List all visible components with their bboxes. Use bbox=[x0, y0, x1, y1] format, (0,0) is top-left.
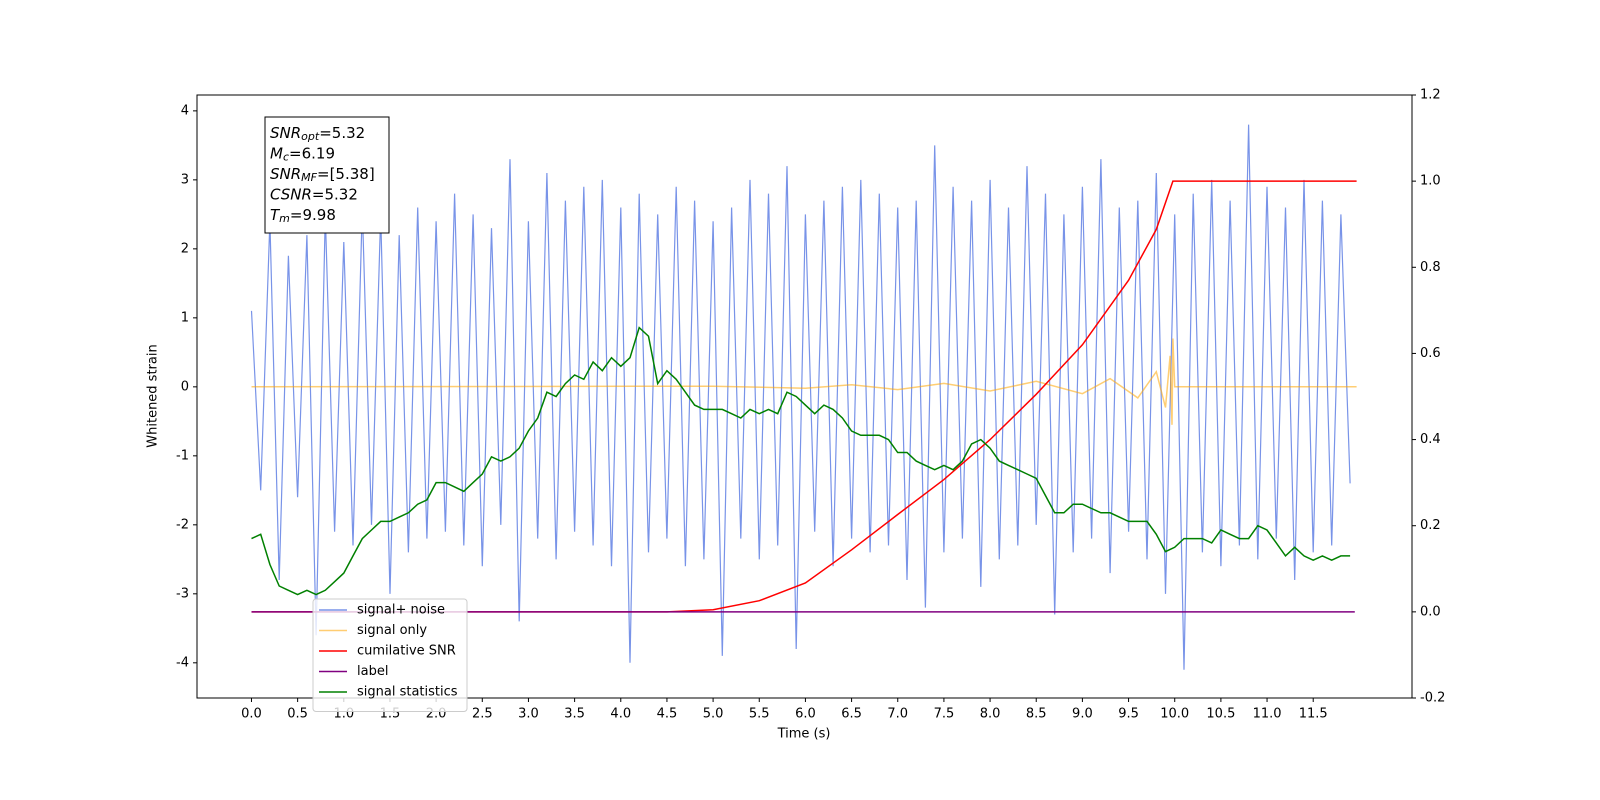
x-tick-label: 8.0 bbox=[980, 707, 1001, 722]
x-tick-label: 7.0 bbox=[887, 707, 908, 722]
y2-tick-label: 0.8 bbox=[1420, 260, 1441, 275]
annotation-box bbox=[264, 116, 390, 234]
x-tick-label: 11.0 bbox=[1253, 707, 1282, 722]
annotation-symbol: T bbox=[270, 206, 281, 224]
y2-tick-label: -0.2 bbox=[1420, 691, 1445, 706]
x-tick-label: 10.5 bbox=[1206, 707, 1235, 722]
x-tick-label: 2.5 bbox=[472, 707, 493, 722]
x-axis-label: Time (s) bbox=[777, 727, 831, 742]
y2-tick-label: 0.4 bbox=[1420, 432, 1441, 447]
x-tick-label: 10.0 bbox=[1160, 707, 1189, 722]
x-tick-label: 0.5 bbox=[287, 707, 308, 722]
x-tick-label: 8.5 bbox=[1026, 707, 1047, 722]
annotation-subscript: c bbox=[283, 151, 289, 164]
y-tick-label: 2 bbox=[181, 241, 189, 256]
x-tick-label: 9.5 bbox=[1118, 707, 1139, 722]
annotation-subscript: m bbox=[279, 212, 290, 225]
y-tick-label: 3 bbox=[181, 172, 189, 187]
legend-label: signal+ noise bbox=[357, 603, 445, 618]
annotation-value: =[5.38] bbox=[317, 165, 375, 183]
annotation-line: SNRopt=5.32 bbox=[270, 124, 365, 144]
x-tick-label: 9.0 bbox=[1072, 707, 1093, 722]
x-tick-label: 11.5 bbox=[1299, 707, 1328, 722]
x-tick-label: 5.0 bbox=[703, 707, 724, 722]
x-tick-label: 0.0 bbox=[241, 707, 262, 722]
x-tick-label: 4.5 bbox=[657, 707, 678, 722]
x-tick-label: 6.0 bbox=[795, 707, 816, 722]
legend-label: label bbox=[357, 664, 388, 679]
axes-frame bbox=[196, 94, 1413, 699]
annotation-subscript: MF bbox=[301, 171, 317, 184]
y2-tick-label: 1.0 bbox=[1420, 174, 1441, 189]
annotation-line: Mc=6.19 bbox=[270, 144, 335, 164]
series-line bbox=[251, 338, 1357, 425]
y-tick-label: -3 bbox=[176, 586, 189, 601]
legend-label: signal statistics bbox=[357, 685, 458, 700]
y-tick-label: 4 bbox=[181, 103, 189, 118]
series-line bbox=[250, 124, 1351, 670]
y2-tick-label: 1.2 bbox=[1420, 88, 1441, 103]
legend-label: signal only bbox=[357, 623, 427, 638]
annotation-subscript: opt bbox=[301, 130, 320, 143]
x-tick-label: 3.5 bbox=[564, 707, 585, 722]
series-line bbox=[251, 180, 1357, 613]
y-tick-label: -1 bbox=[176, 448, 189, 463]
annotation-value: =9.98 bbox=[290, 206, 336, 224]
y-tick-label: 0 bbox=[181, 379, 189, 394]
annotation-symbol: SNR bbox=[270, 165, 301, 183]
annotation-line: Tm=9.98 bbox=[270, 206, 336, 226]
legend-box bbox=[312, 598, 468, 712]
legend-label: cumilative SNR bbox=[357, 644, 456, 659]
y-tick-label: 1 bbox=[181, 310, 189, 325]
x-tick-label: 5.5 bbox=[749, 707, 770, 722]
annotation-symbol: CSNR bbox=[270, 185, 312, 203]
y2-tick-label: 0.0 bbox=[1420, 604, 1441, 619]
annotation-value: =6.19 bbox=[289, 144, 335, 162]
x-tick-label: 7.5 bbox=[934, 707, 955, 722]
annotation-line: CSNR=5.32 bbox=[270, 185, 358, 203]
series-line bbox=[251, 326, 1351, 596]
annotation-value: =5.32 bbox=[319, 124, 365, 142]
y-axis-label: Whitened strain bbox=[146, 344, 161, 447]
y2-tick-label: 0.2 bbox=[1420, 518, 1441, 533]
annotation-line: SNRMF=[5.38] bbox=[270, 165, 375, 185]
x-tick-label: 6.5 bbox=[841, 707, 862, 722]
annotation-symbol: SNR bbox=[270, 124, 301, 142]
y-tick-label: -2 bbox=[176, 517, 189, 532]
annotation-symbol: M bbox=[270, 144, 283, 162]
annotation-value: =5.32 bbox=[312, 185, 358, 203]
y2-tick-label: 0.6 bbox=[1420, 346, 1441, 361]
y-tick-label: -4 bbox=[176, 655, 189, 670]
x-tick-label: 3.0 bbox=[518, 707, 539, 722]
x-tick-label: 4.0 bbox=[610, 707, 631, 722]
